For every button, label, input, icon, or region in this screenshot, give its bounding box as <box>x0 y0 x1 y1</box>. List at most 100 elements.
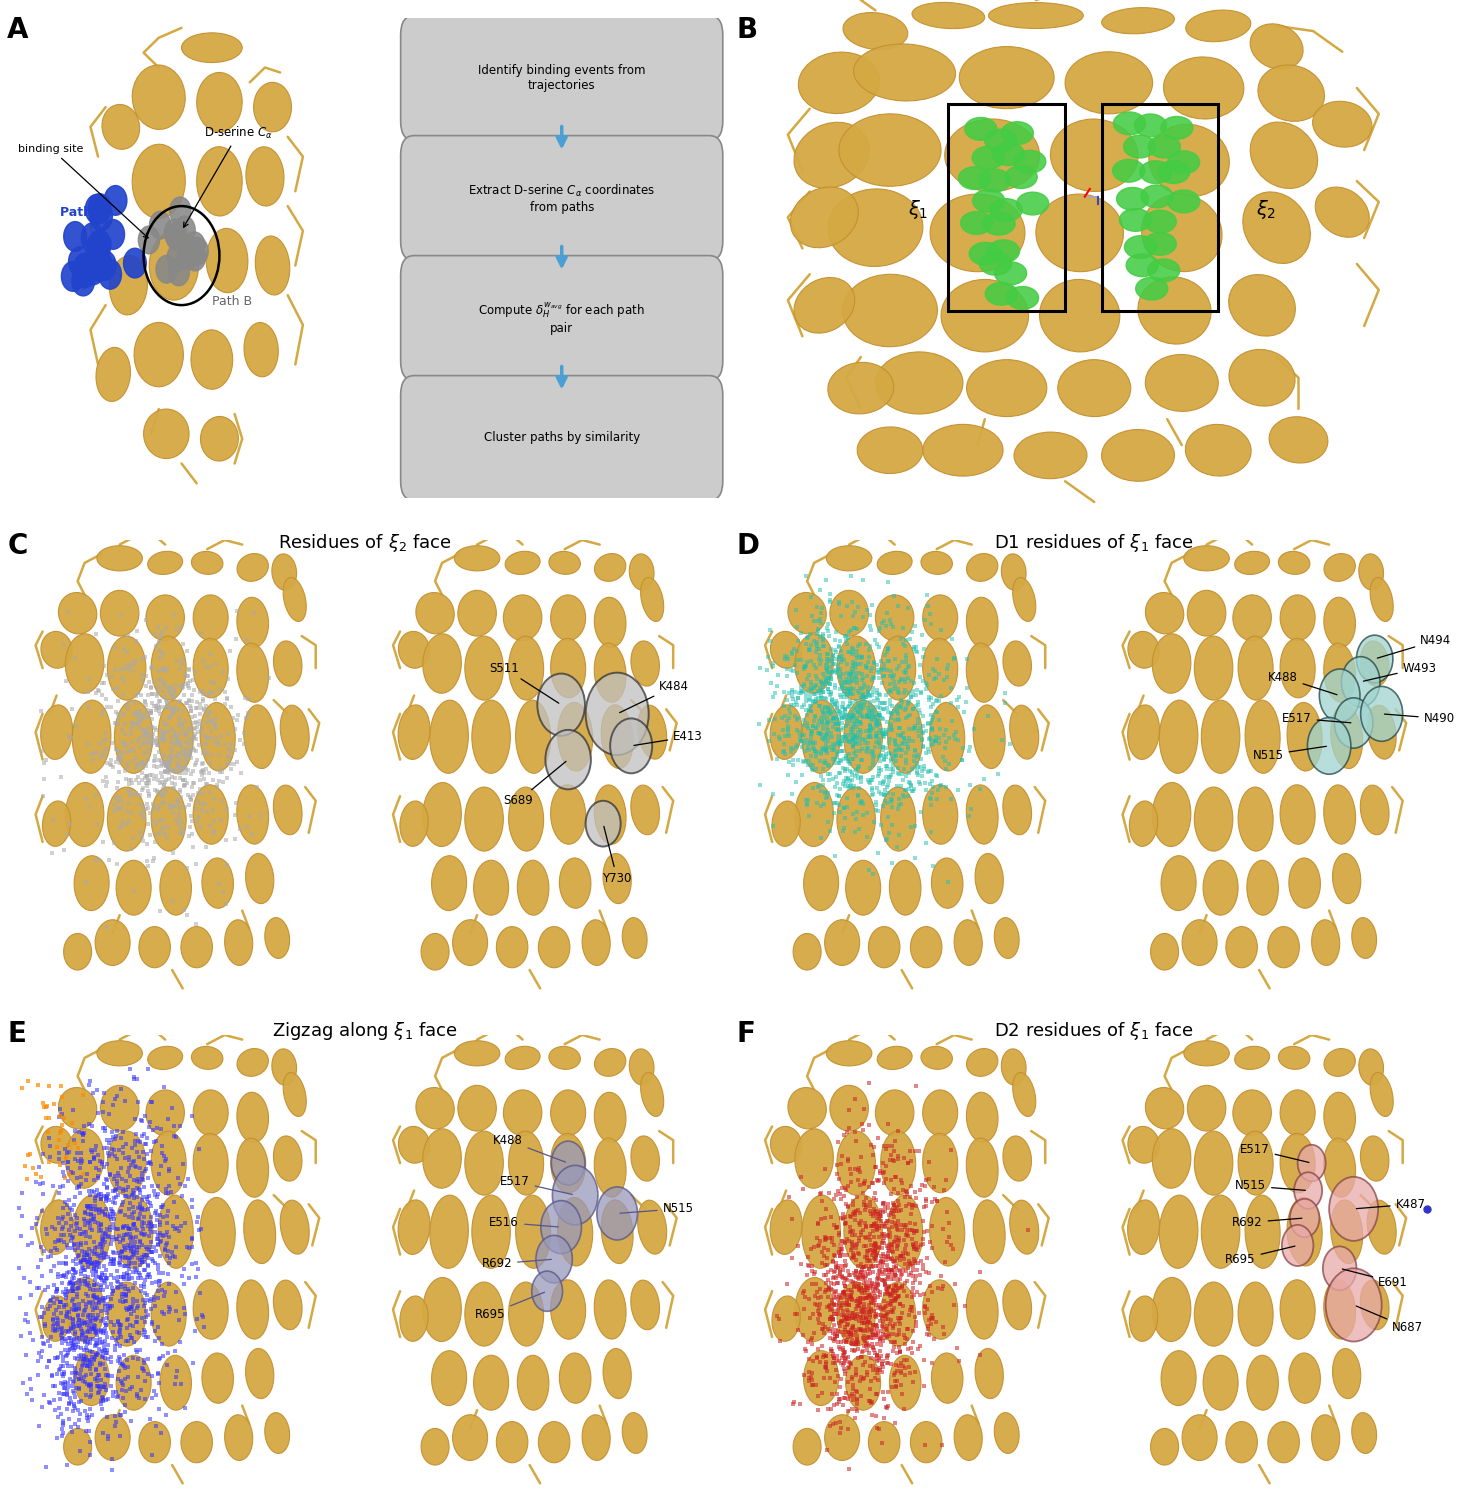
Point <box>249 804 273 828</box>
Point <box>833 758 856 782</box>
Point <box>108 706 131 730</box>
Point <box>92 1374 115 1398</box>
Point <box>60 1329 83 1353</box>
Point <box>837 1305 861 1329</box>
Point <box>820 1338 843 1362</box>
Point <box>795 1338 818 1362</box>
Point <box>175 639 198 663</box>
Point <box>162 720 185 744</box>
Point <box>840 1314 864 1338</box>
Point <box>179 1236 203 1260</box>
Point <box>197 762 220 786</box>
Point <box>823 1346 846 1370</box>
Point <box>131 718 155 742</box>
Circle shape <box>1135 278 1167 300</box>
Point <box>125 681 149 705</box>
Point <box>60 726 83 750</box>
Point <box>163 1125 187 1149</box>
Ellipse shape <box>601 1200 633 1263</box>
Circle shape <box>184 232 206 260</box>
Point <box>868 1282 891 1306</box>
Point <box>836 1320 859 1344</box>
Point <box>61 1370 85 1394</box>
Point <box>111 1245 134 1269</box>
Circle shape <box>983 213 1015 236</box>
Point <box>79 1398 102 1422</box>
Ellipse shape <box>910 927 943 968</box>
Point <box>875 736 899 760</box>
Point <box>123 711 146 735</box>
Point <box>98 1215 121 1239</box>
Point <box>155 753 178 777</box>
Point <box>29 1234 53 1258</box>
Point <box>950 748 973 772</box>
Point <box>889 792 912 816</box>
Point <box>829 1320 852 1344</box>
Point <box>212 770 235 794</box>
Point <box>874 1326 897 1350</box>
Point <box>833 1254 856 1278</box>
Point <box>80 1258 104 1282</box>
Point <box>852 687 875 711</box>
Point <box>845 1306 868 1330</box>
Point <box>207 770 231 794</box>
Point <box>120 1266 143 1290</box>
Point <box>156 1341 179 1365</box>
Point <box>82 1206 105 1230</box>
Point <box>223 738 247 762</box>
Point <box>826 742 849 766</box>
Ellipse shape <box>846 859 881 915</box>
Point <box>32 1332 55 1356</box>
Point <box>913 1294 937 1318</box>
Point <box>915 1168 938 1192</box>
Point <box>57 1354 80 1378</box>
Point <box>842 1323 865 1347</box>
Point <box>877 1352 900 1376</box>
Text: R692: R692 <box>481 1257 552 1270</box>
Point <box>848 723 871 747</box>
Point <box>891 616 915 640</box>
Point <box>107 688 130 712</box>
Point <box>858 717 881 741</box>
Ellipse shape <box>594 554 626 582</box>
Point <box>817 762 840 786</box>
Point <box>839 670 862 694</box>
Point <box>854 656 877 680</box>
Point <box>149 808 172 832</box>
Point <box>108 760 131 784</box>
Point <box>143 748 166 772</box>
Point <box>826 1302 849 1326</box>
Point <box>868 735 891 759</box>
Point <box>929 1264 953 1288</box>
Point <box>124 692 147 715</box>
Point <box>73 1329 96 1353</box>
Point <box>779 736 802 760</box>
Point <box>50 1228 73 1252</box>
Text: N515: N515 <box>620 1203 693 1215</box>
Point <box>855 1250 878 1274</box>
Point <box>112 1262 136 1286</box>
Point <box>127 1322 150 1346</box>
Point <box>843 1260 867 1284</box>
Point <box>797 789 820 813</box>
Point <box>794 1338 817 1362</box>
Point <box>821 1266 845 1290</box>
Point <box>28 1155 51 1179</box>
Point <box>836 676 859 700</box>
Point <box>58 1161 82 1185</box>
Point <box>38 1126 61 1150</box>
Point <box>54 1276 77 1300</box>
Ellipse shape <box>550 1134 585 1192</box>
Point <box>133 766 156 790</box>
Point <box>51 1382 74 1406</box>
Point <box>77 1244 101 1268</box>
Point <box>845 1233 868 1257</box>
Point <box>783 680 807 703</box>
Point <box>149 748 172 772</box>
Point <box>128 1178 152 1202</box>
Point <box>832 1184 855 1208</box>
Point <box>42 1302 66 1326</box>
Point <box>829 657 852 681</box>
Point <box>125 1293 149 1317</box>
Point <box>925 729 948 753</box>
